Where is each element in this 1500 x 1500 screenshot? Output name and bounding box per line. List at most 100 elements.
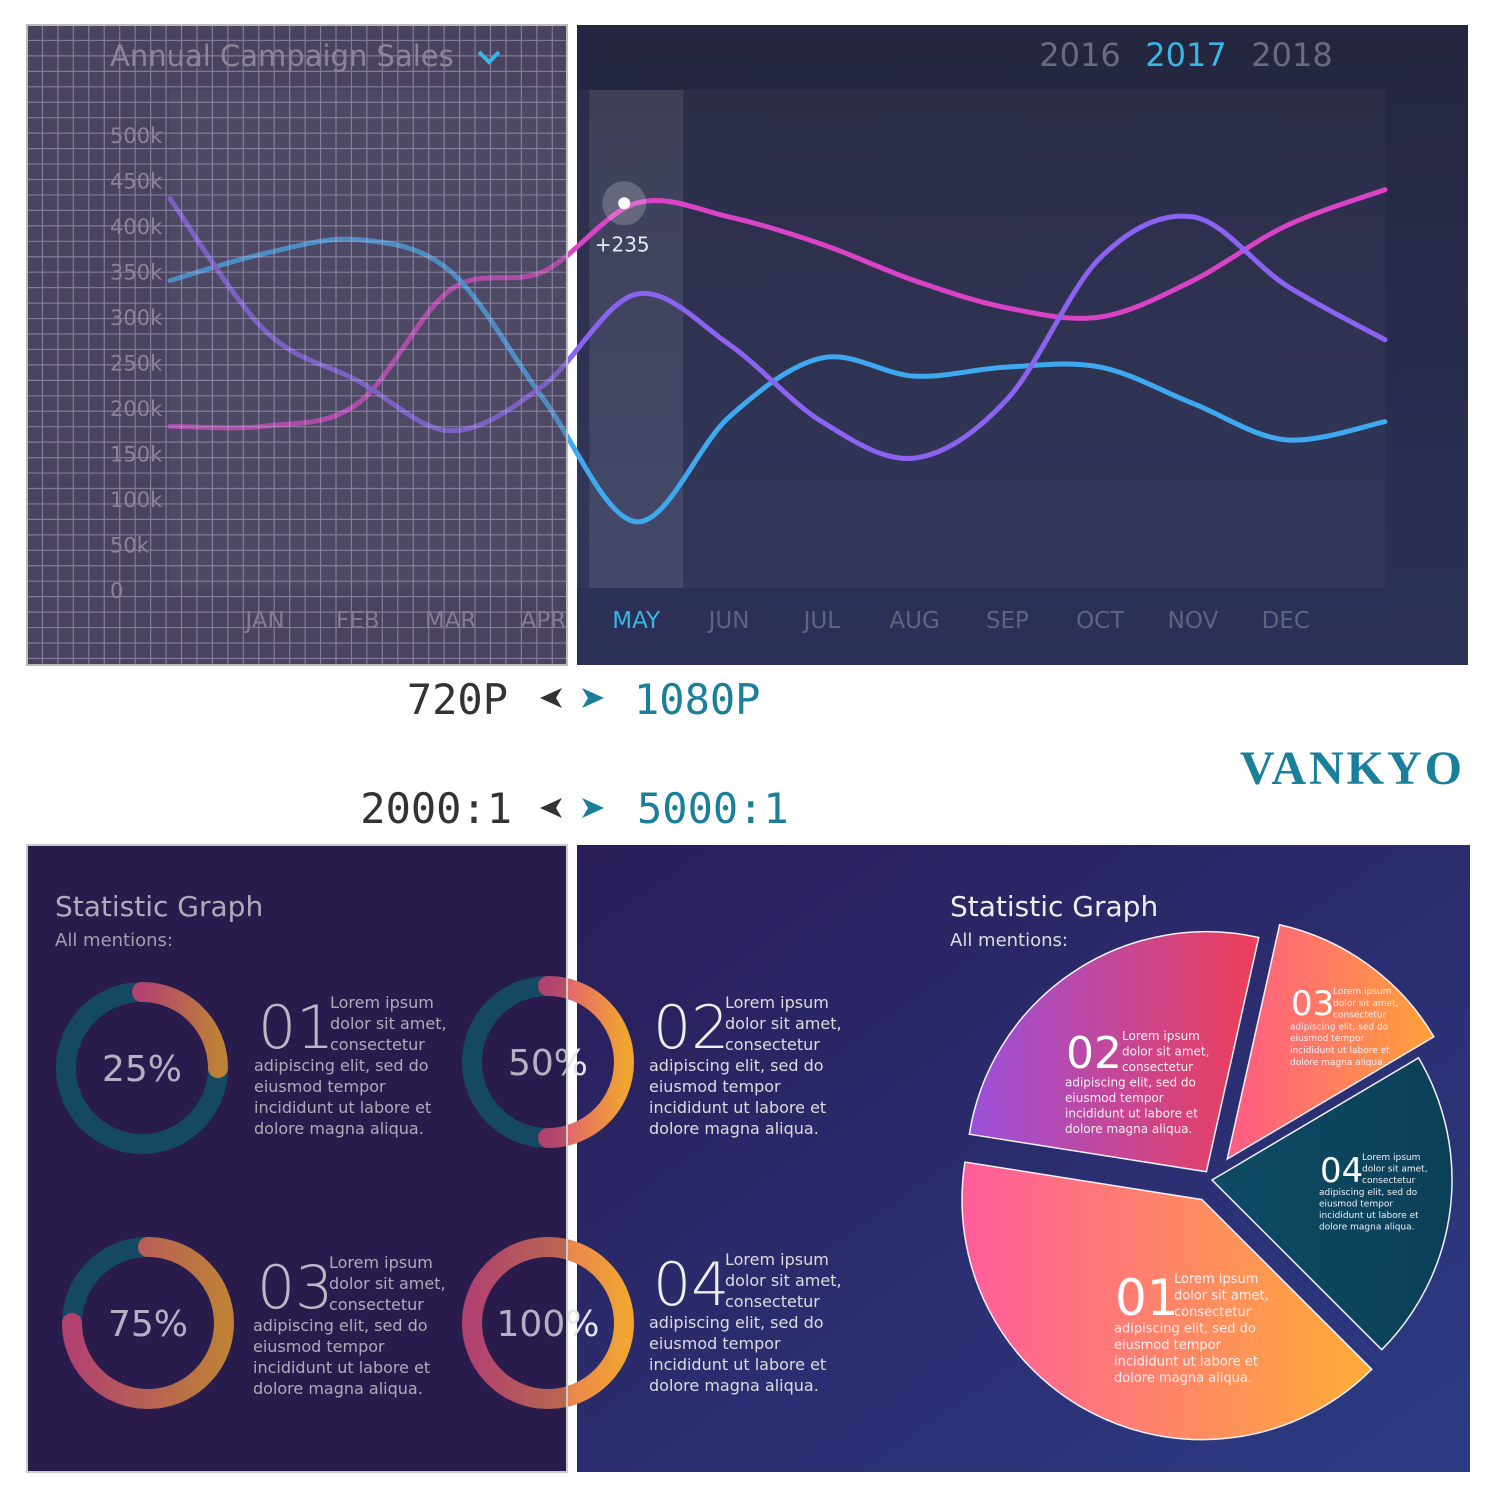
series-line [167,236,1388,525]
donut-value-label: 50% [508,1043,588,1084]
x-tick-label: FEB [336,608,380,634]
slice-text: Lorem ipsum [1174,1272,1258,1287]
item-number: 02 [653,993,729,1063]
panel-bg-720p [27,25,567,665]
item-text: incididunt ut labore et [254,1098,431,1117]
x-tick-label: OCT [1076,608,1125,634]
slice-text: dolor sit amet, [1333,999,1399,1009]
slice-text: adipiscing elit, sed do [1114,1322,1256,1337]
panel-border [26,844,568,1473]
y-tick-label: 50k [110,534,150,558]
year-tab: 2018 [1251,36,1332,74]
slice-text: Lorem ipsum [1333,987,1391,997]
y-tick-label: 0 [110,579,123,603]
arrow-left [540,688,562,708]
resolution-after: 1080P [634,675,760,724]
lowres-overlay [27,25,567,665]
donut-arc [62,1237,234,1409]
slice-text: dolor sit amet, [1362,1165,1428,1175]
item-text: dolore magna aliqua. [253,1379,423,1398]
slice-text: consectetur [1333,1011,1387,1021]
resolution-before: 720P [407,675,508,724]
item-text: consectetur [725,1292,820,1311]
annotation-label: +235 [595,232,650,256]
x-tick-label: APR [521,608,567,634]
panel-subtitle: All mentions: [55,930,173,951]
slice-number: 04 [1320,1151,1363,1191]
item-text: adipiscing elit, sed do [253,1316,428,1335]
slice-text: adipiscing elit, sed do [1290,1022,1389,1032]
slice-text: eiusmod tempor [1319,1199,1393,1209]
y-tick-label: 250k [110,352,163,376]
x-tick-label: NOV [1168,608,1219,634]
panel-title: Statistic Graph [950,890,1158,923]
slice-number: 03 [1291,984,1334,1024]
slice-number: 02 [1066,1028,1122,1079]
item-text: Lorem ipsum [329,1253,433,1272]
y-tick-label: 200k [110,397,163,421]
item-text: adipiscing elit, sed do [254,1056,429,1075]
panel-bg-1080p [577,25,1468,665]
item-number: 03 [257,1253,333,1323]
item-text: eiusmod tempor [649,1077,781,1096]
x-tick-label: AUG [889,608,939,634]
donut-value-label: 25% [102,1049,182,1090]
arrow-left [540,798,562,818]
panel-border [26,24,568,666]
brand-logo: VANKYO [1240,742,1465,795]
dropdown-chevron [477,50,501,65]
item-text: dolore magna aliqua. [254,1119,424,1138]
slice-text: incididunt ut labore et [1319,1211,1419,1221]
slice-text: adipiscing elit, sed do [1319,1188,1418,1198]
item-text: Lorem ipsum [330,993,434,1012]
slice-text: eiusmod tempor [1290,1034,1364,1044]
y-tick-label: 300k [110,306,163,330]
lowres-overlay [27,845,567,1472]
x-tick-label: DEC [1262,608,1310,634]
arrow-right [582,798,604,818]
donut-arc [462,1237,634,1409]
x-tick-label: MAY [612,608,661,634]
item-text: consectetur [329,1295,424,1314]
x-tick-label: JUL [802,608,841,634]
highlight-band [589,90,684,588]
y-tick-label: 500k [110,124,163,148]
item-text: dolor sit amet, [330,1014,447,1033]
slice-text: incididunt ut labore et [1114,1355,1258,1370]
pie-slice [1226,923,1435,1161]
item-text: dolore magna aliqua. [649,1119,819,1138]
y-tick-label: 450k [110,170,163,194]
item-text: dolor sit amet, [725,1014,842,1033]
contrast-before: 2000:1 [360,784,512,833]
annotation-dot [618,197,631,210]
slice-text: incididunt ut labore et [1065,1107,1198,1121]
item-text: dolore magna aliqua. [649,1376,819,1395]
item-text: eiusmod tempor [649,1334,781,1353]
pie-slice [1210,1056,1453,1351]
item-text: eiusmod tempor [254,1077,386,1096]
slice-text: dolore magna aliqua. [1319,1223,1415,1233]
slice-text: Lorem ipsum [1362,1153,1420,1163]
y-tick-label: 400k [110,215,163,239]
panel-subtitle: All mentions: [950,930,1068,951]
item-text: dolor sit amet, [329,1274,446,1293]
slice-text: dolor sit amet, [1122,1045,1209,1059]
donut-arc [132,982,228,1078]
item-text: incididunt ut labore et [253,1358,430,1377]
slice-text: eiusmod tempor [1065,1091,1164,1105]
item-text: Lorem ipsum [725,1250,829,1269]
item-text: adipiscing elit, sed do [649,1313,824,1332]
item-number: 01 [258,993,334,1063]
slice-text: consectetur [1174,1305,1252,1320]
y-tick-label: 100k [110,488,163,512]
x-tick-label: JUN [707,608,750,634]
slice-text: eiusmod tempor [1114,1338,1222,1353]
donut-value-label: 75% [108,1304,188,1345]
year-tab: 2016 [1039,36,1120,74]
x-tick-label: SEP [986,608,1029,634]
donut-arc [538,976,634,1148]
series-line [167,196,1388,461]
slice-number: 01 [1115,1269,1179,1327]
